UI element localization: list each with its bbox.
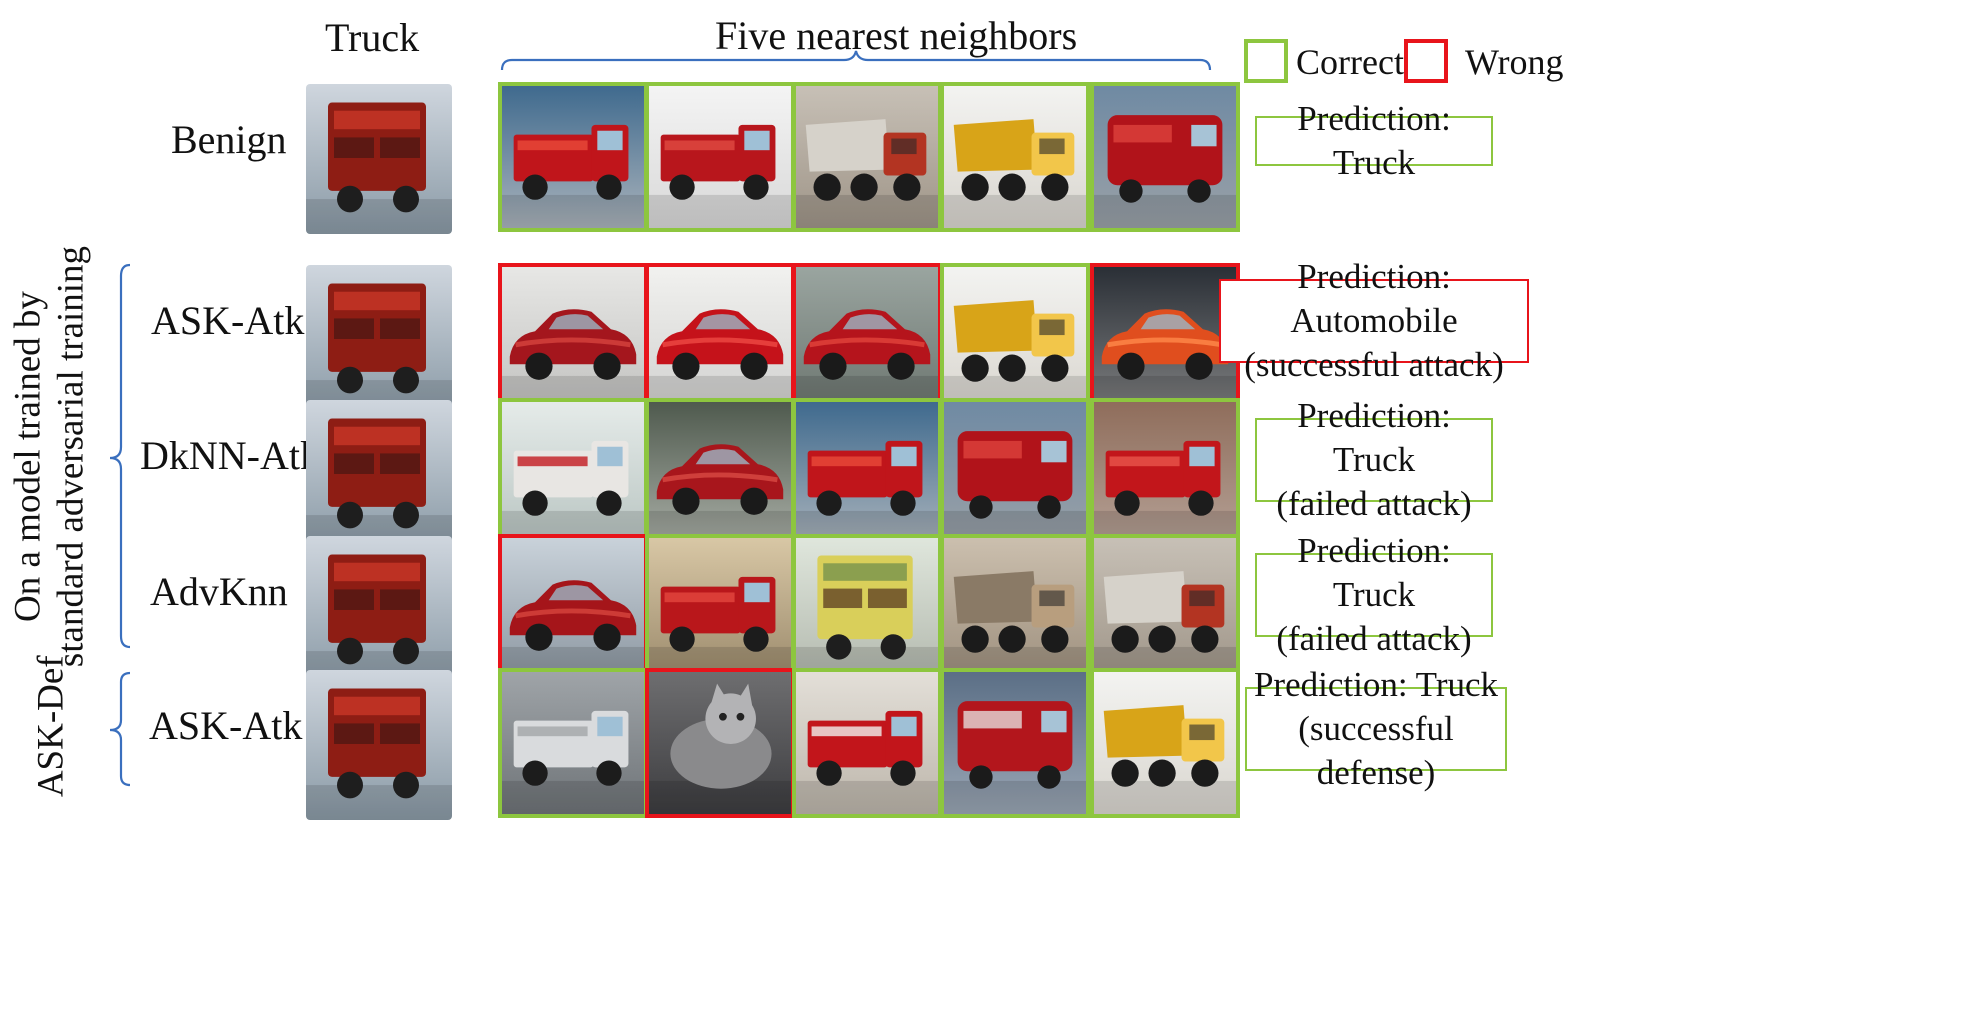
standard-training-bracket xyxy=(109,263,131,649)
query-image-red-truck xyxy=(306,265,452,415)
neighbor-image-white-dump-truck xyxy=(792,82,942,232)
neighbor-image-yellow-dump-truck xyxy=(940,263,1090,413)
neighbor-image-red-van xyxy=(1090,82,1240,232)
defense-group-label-text: ASK-Def xyxy=(30,655,72,798)
neighbor-image-red-tow-truck xyxy=(645,82,795,232)
row-label: Benign xyxy=(171,117,287,162)
prediction-text: Prediction: Truck xyxy=(1297,396,1451,479)
legend-wrong-swatch xyxy=(1404,39,1448,83)
neighbor-image-red-sports-car xyxy=(645,263,795,413)
neighbor-image-fire-truck-front xyxy=(940,668,1090,818)
prediction-text: Prediction: Truck xyxy=(1297,531,1451,614)
prediction-outcome: (successful defense) xyxy=(1298,709,1454,792)
row-label: AdvKnn xyxy=(150,569,288,614)
neighbor-image-white-dump-truck xyxy=(1090,534,1240,684)
prediction-outcome: (failed attack) xyxy=(1276,484,1472,523)
prediction-box: Prediction: Truck (successful defense) xyxy=(1245,665,1507,792)
neighbor-image-red-pickup-truck xyxy=(645,398,795,548)
neighbor-image-yellow-cargo-truck xyxy=(792,534,942,684)
row-label: DkNN-Atk xyxy=(140,433,320,478)
neighbor-image-white-red-fire-truck xyxy=(498,398,648,548)
neighbor-image-red-van xyxy=(940,398,1090,548)
prediction-box: Prediction: Truck (failed attack) xyxy=(1255,531,1493,658)
neighbors-column-title: Five nearest neighbors xyxy=(715,13,1078,58)
row-label: ASK-Atk xyxy=(151,298,305,343)
prediction-box: Prediction: Truck xyxy=(1255,99,1493,182)
neighbor-image-red-sedan xyxy=(498,534,648,684)
row-label: ASK-Atk xyxy=(149,703,303,748)
neighbor-image-yellow-dump-truck xyxy=(1090,668,1240,818)
prediction-text: Prediction: Automobile xyxy=(1290,257,1458,340)
neighbor-image-red-fire-truck xyxy=(792,398,942,548)
prediction-outcome: (successful attack) xyxy=(1244,345,1504,384)
prediction-box: Prediction: Automobile (successful attack… xyxy=(1219,257,1529,384)
neighbor-image-orange-sports-car xyxy=(1090,263,1240,413)
neighbor-image-white-semi-truck xyxy=(498,668,648,818)
neighbor-image-red-fire-engine xyxy=(792,668,942,818)
neighbor-image-fire-truck-garage xyxy=(645,534,795,684)
prediction-outcome: (failed attack) xyxy=(1276,619,1472,658)
legend-wrong-label: Wrong xyxy=(1465,42,1564,82)
neighbor-image-red-car-with-person xyxy=(792,263,942,413)
prediction-text: Prediction: Truck xyxy=(1297,99,1451,182)
legend-correct-swatch xyxy=(1244,39,1288,83)
prediction-box: Prediction: Truck (failed attack) xyxy=(1255,396,1493,523)
query-image-red-truck xyxy=(306,84,452,234)
query-image-red-truck xyxy=(306,400,452,550)
query-image-red-truck xyxy=(306,670,452,820)
prediction-text: Prediction: Truck xyxy=(1253,665,1499,704)
neighbor-image-loaded-flatbed-truck xyxy=(940,534,1090,684)
neighbors-brace xyxy=(500,50,1212,71)
query-column-title: Truck xyxy=(325,15,420,60)
legend-correct-label: Correct xyxy=(1296,42,1404,82)
defense-bracket xyxy=(109,671,131,787)
neighbor-image-yellow-dump-truck xyxy=(940,82,1090,232)
neighbor-image-red-classic-car xyxy=(498,263,648,413)
neighbor-image-red-fire-truck xyxy=(498,82,648,232)
neighbor-image-red-fire-truck-ladder xyxy=(1090,398,1240,548)
query-image-red-truck xyxy=(306,536,452,686)
neighbor-image-grey-cat xyxy=(645,668,795,818)
